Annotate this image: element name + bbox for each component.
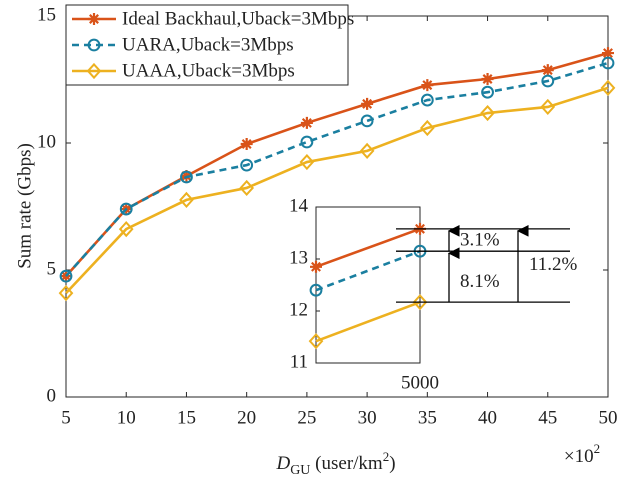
x-multiplier-exp: 2 — [594, 441, 601, 456]
annotation-label: 8.1% — [460, 271, 500, 292]
x-tick-label: 10 — [117, 407, 136, 428]
x-label-rest: (user/km — [310, 453, 383, 474]
diamond-marker — [118, 221, 134, 238]
x-label-sup: 2 — [383, 449, 390, 464]
circle-marker — [309, 283, 323, 297]
legend-label: UARA,Uback=3Mbps — [122, 34, 294, 55]
diamond-marker — [299, 153, 315, 171]
circle-marker — [360, 114, 374, 128]
x-label-main: D — [275, 453, 290, 474]
circle-marker — [59, 269, 73, 283]
x-multiplier-base: ×10 — [564, 446, 594, 467]
circle-marker — [420, 93, 434, 107]
circle-marker — [180, 170, 193, 184]
star-marker — [310, 260, 322, 273]
inset-y-tick-label: 14 — [289, 195, 309, 216]
circle-marker — [541, 74, 555, 88]
diamond-marker — [540, 98, 556, 116]
series-line — [65, 86, 609, 295]
circle-marker — [300, 135, 314, 149]
star-marker — [240, 138, 253, 151]
inset-y-tick-label: 11 — [290, 351, 308, 372]
series-line — [315, 300, 421, 343]
x-label-sub: GU — [290, 463, 310, 478]
circle-marker — [119, 202, 133, 216]
legend-label: Ideal Backhaul,Uback=3Mbps — [122, 8, 354, 29]
x-tick-label: 20 — [237, 407, 256, 428]
x-axis-label: DGU (user/km2) — [275, 449, 395, 478]
diamond-marker — [419, 119, 435, 137]
inset-y-tick-label: 13 — [289, 247, 308, 268]
x-tick-label: 45 — [538, 407, 557, 428]
series-line — [65, 61, 609, 277]
y-tick-label: 5 — [47, 258, 57, 279]
x-tick-label: 40 — [478, 407, 497, 428]
diamond-marker — [412, 294, 428, 311]
inset-x-tick-label: 5000 — [401, 372, 439, 393]
x-tick-label: 50 — [599, 407, 618, 428]
x-tick-label: 35 — [418, 407, 437, 428]
x-tick-label: 15 — [177, 407, 196, 428]
x-multiplier: ×102 — [564, 441, 600, 467]
diamond-marker — [480, 104, 495, 122]
x-tick-label: 25 — [297, 407, 316, 428]
series-line — [315, 249, 421, 292]
star-marker — [361, 97, 374, 110]
diamond-marker — [359, 142, 375, 159]
star-marker — [421, 79, 434, 92]
legend-label: UAAA,Uback=3Mbps — [122, 60, 295, 81]
star-marker — [481, 72, 494, 85]
y-tick-label: 15 — [37, 4, 56, 25]
y-axis-label: Sum rate (Gbps) — [14, 143, 35, 269]
circle-marker — [601, 56, 615, 70]
annotation-label: 11.2% — [529, 254, 578, 275]
x-label-end: ) — [389, 453, 395, 474]
legend-marker — [88, 13, 100, 25]
legend-marker — [87, 38, 101, 52]
y-tick-label: 0 — [47, 385, 57, 406]
x-tick-label: 5 — [61, 407, 71, 428]
x-tick-label: 30 — [358, 407, 377, 428]
y-tick-label: 10 — [37, 131, 56, 152]
series-line — [315, 227, 421, 269]
diamond-marker — [239, 179, 255, 197]
inset-y-tick-label: 12 — [289, 299, 308, 320]
diamond-marker — [58, 285, 74, 302]
diamond-marker — [179, 191, 194, 208]
star-marker — [300, 116, 313, 129]
star-marker — [541, 64, 554, 77]
star-marker — [602, 47, 614, 60]
annotation-label: 3.1% — [460, 229, 500, 250]
diamond-marker — [308, 333, 324, 350]
circle-marker — [240, 158, 254, 172]
legend-marker — [86, 62, 102, 80]
circle-marker — [481, 85, 494, 99]
diamond-marker — [600, 79, 616, 96]
